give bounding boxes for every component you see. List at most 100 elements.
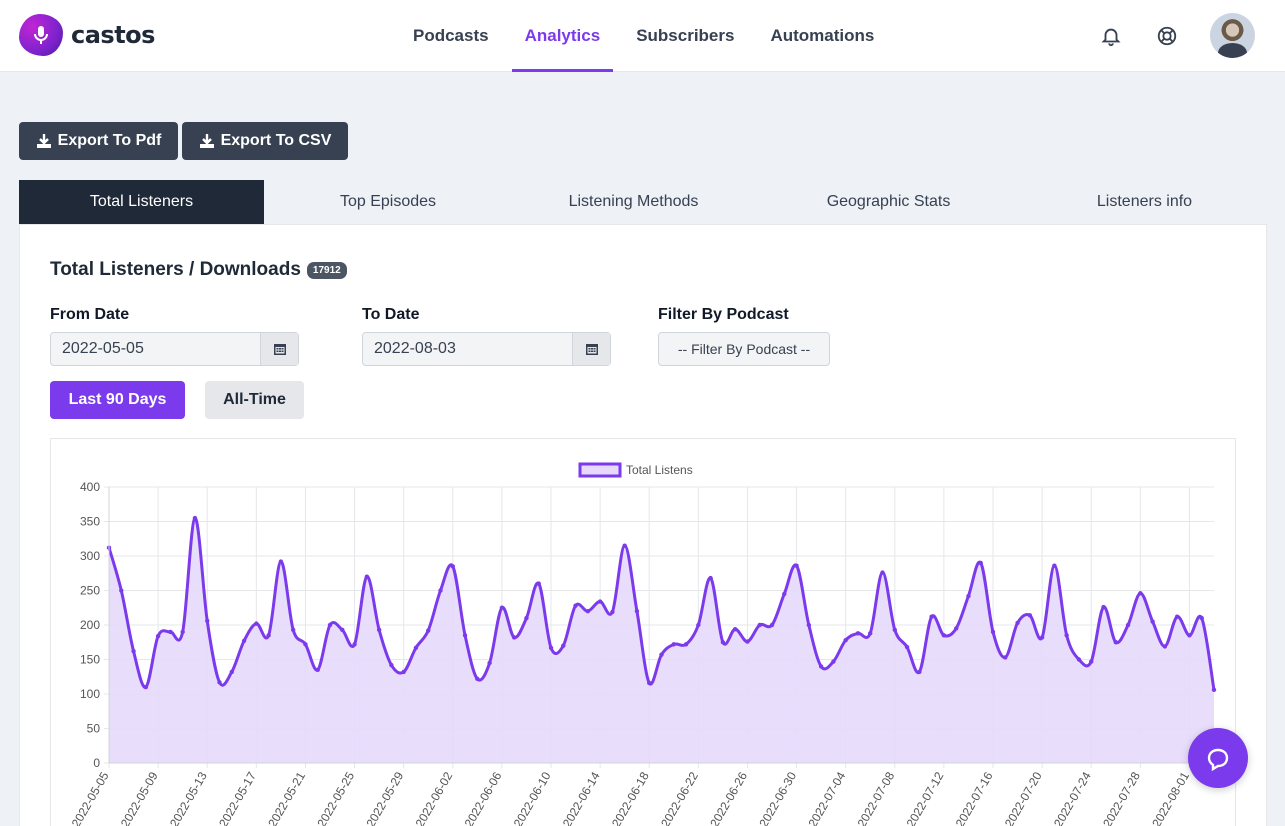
x-tick-label: 2022-07-16 — [953, 769, 996, 826]
top-navbar: castos Podcasts Analytics Subscribers Au… — [0, 0, 1285, 72]
panel-title-text: Total Listeners / Downloads — [50, 259, 301, 280]
from-date-field[interactable]: 2022-05-05 — [50, 332, 299, 366]
x-tick-label: 2022-07-12 — [904, 769, 947, 826]
data-point — [1015, 620, 1020, 626]
data-point — [364, 574, 370, 579]
y-tick-label: 300 — [80, 549, 100, 563]
y-tick-label: 350 — [80, 515, 100, 529]
data-point — [573, 603, 578, 608]
data-point — [1125, 622, 1131, 628]
export-pdf-label: Export To Pdf — [57, 132, 162, 149]
data-point — [1187, 633, 1192, 638]
nav-analytics[interactable]: Analytics — [507, 0, 619, 72]
nav-subscribers[interactable]: Subscribers — [636, 26, 735, 45]
bell-icon[interactable] — [1097, 22, 1125, 50]
data-point — [1211, 687, 1217, 693]
data-point — [990, 629, 996, 635]
data-point — [155, 633, 161, 639]
brand-logo[interactable]: castos — [19, 14, 155, 56]
x-tick-label: 2022-06-22 — [658, 769, 701, 826]
data-point — [782, 591, 787, 597]
data-point — [1003, 655, 1008, 660]
data-point — [266, 633, 271, 638]
data-point — [327, 622, 333, 628]
microphone-icon — [19, 14, 63, 56]
x-tick-label: 2022-07-04 — [805, 769, 848, 826]
data-point — [843, 637, 848, 643]
to-date-value[interactable]: 2022-08-03 — [374, 340, 456, 357]
export-csv-label: Export To CSV — [220, 132, 332, 149]
data-point — [597, 599, 603, 604]
tab-listeners-info[interactable]: Listeners info — [1096, 193, 1193, 210]
x-tick-label: 2022-05-17 — [216, 769, 259, 826]
y-tick-label: 100 — [80, 687, 100, 701]
data-point — [340, 627, 345, 633]
avatar[interactable] — [1210, 13, 1255, 58]
data-point — [585, 609, 591, 614]
data-point — [1101, 604, 1106, 610]
calendar-icon[interactable] — [260, 333, 298, 365]
data-point — [217, 680, 222, 685]
y-tick-label: 50 — [87, 722, 101, 736]
x-tick-label: 2022-06-06 — [462, 769, 505, 826]
data-point — [143, 684, 149, 690]
tab-listening-methods[interactable]: Listening Methods — [568, 193, 699, 210]
data-point — [634, 609, 640, 614]
to-date-field[interactable]: 2022-08-03 — [362, 332, 611, 366]
data-point — [868, 631, 873, 636]
data-point — [769, 622, 775, 628]
x-tick-label: 2022-07-24 — [1051, 769, 1094, 826]
help-lifebuoy-icon[interactable] — [1153, 22, 1181, 50]
data-point — [941, 633, 947, 638]
data-point — [524, 615, 529, 621]
data-point — [438, 588, 443, 593]
x-tick-label: 2022-05-13 — [167, 769, 210, 826]
data-point — [426, 628, 431, 633]
x-tick-label: 2022-06-14 — [560, 769, 603, 826]
chat-launcher-button[interactable] — [1188, 728, 1248, 788]
legend-label: Total Listens — [626, 463, 693, 477]
data-point — [904, 644, 910, 650]
data-point — [622, 543, 627, 548]
to-date-label: To Date — [362, 306, 420, 323]
data-point — [1174, 614, 1180, 619]
data-point — [1138, 591, 1143, 596]
last-90-days-button[interactable]: Last 90 Days — [50, 381, 185, 419]
nav-podcasts[interactable]: Podcasts — [413, 26, 489, 45]
data-point — [806, 622, 812, 628]
data-point — [131, 649, 136, 654]
export-csv-button[interactable]: Export To CSV — [182, 122, 348, 160]
filter-podcast-select[interactable]: -- Filter By Podcast -- — [658, 332, 830, 366]
data-point — [794, 563, 799, 568]
calendar-icon[interactable] — [572, 333, 610, 365]
tab-geographic-stats[interactable]: Geographic Stats — [826, 193, 951, 210]
x-tick-label: 2022-05-25 — [314, 769, 357, 826]
data-point — [499, 605, 505, 610]
x-tick-label: 2022-06-26 — [707, 769, 750, 826]
from-date-value[interactable]: 2022-05-05 — [62, 340, 144, 357]
x-tick-label: 2022-07-08 — [855, 769, 898, 826]
data-point — [487, 660, 492, 666]
data-point — [831, 659, 836, 664]
from-date-label: From Date — [50, 306, 130, 323]
tab-top-episodes[interactable]: Top Episodes — [339, 193, 437, 210]
y-tick-label: 250 — [80, 584, 100, 598]
data-point — [278, 559, 284, 564]
export-pdf-button[interactable]: Export To Pdf — [19, 122, 178, 160]
all-time-button[interactable]: All-Time — [205, 381, 304, 419]
data-point — [229, 669, 234, 675]
data-point — [1076, 657, 1082, 662]
brand-name: castos — [71, 21, 155, 49]
tab-total-listeners[interactable]: Total Listeners — [19, 180, 264, 224]
data-point — [929, 614, 934, 619]
data-point — [855, 631, 861, 636]
data-point — [548, 645, 554, 650]
data-point — [745, 639, 750, 644]
download-icon — [36, 134, 51, 148]
data-point — [1150, 619, 1155, 624]
data-point — [1039, 635, 1045, 640]
main-nav: Podcasts Analytics Subscribers Automatio… — [395, 0, 892, 72]
listens-chart: 0 50 100 150 200 250 300 350 400 2022-05-05 2022-0… — [50, 438, 1236, 826]
data-point — [1162, 644, 1168, 649]
nav-automations[interactable]: Automations — [770, 26, 875, 45]
